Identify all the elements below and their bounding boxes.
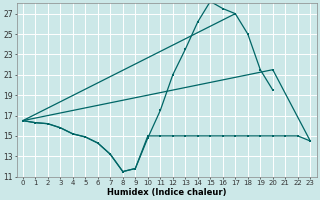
X-axis label: Humidex (Indice chaleur): Humidex (Indice chaleur) [107,188,226,197]
